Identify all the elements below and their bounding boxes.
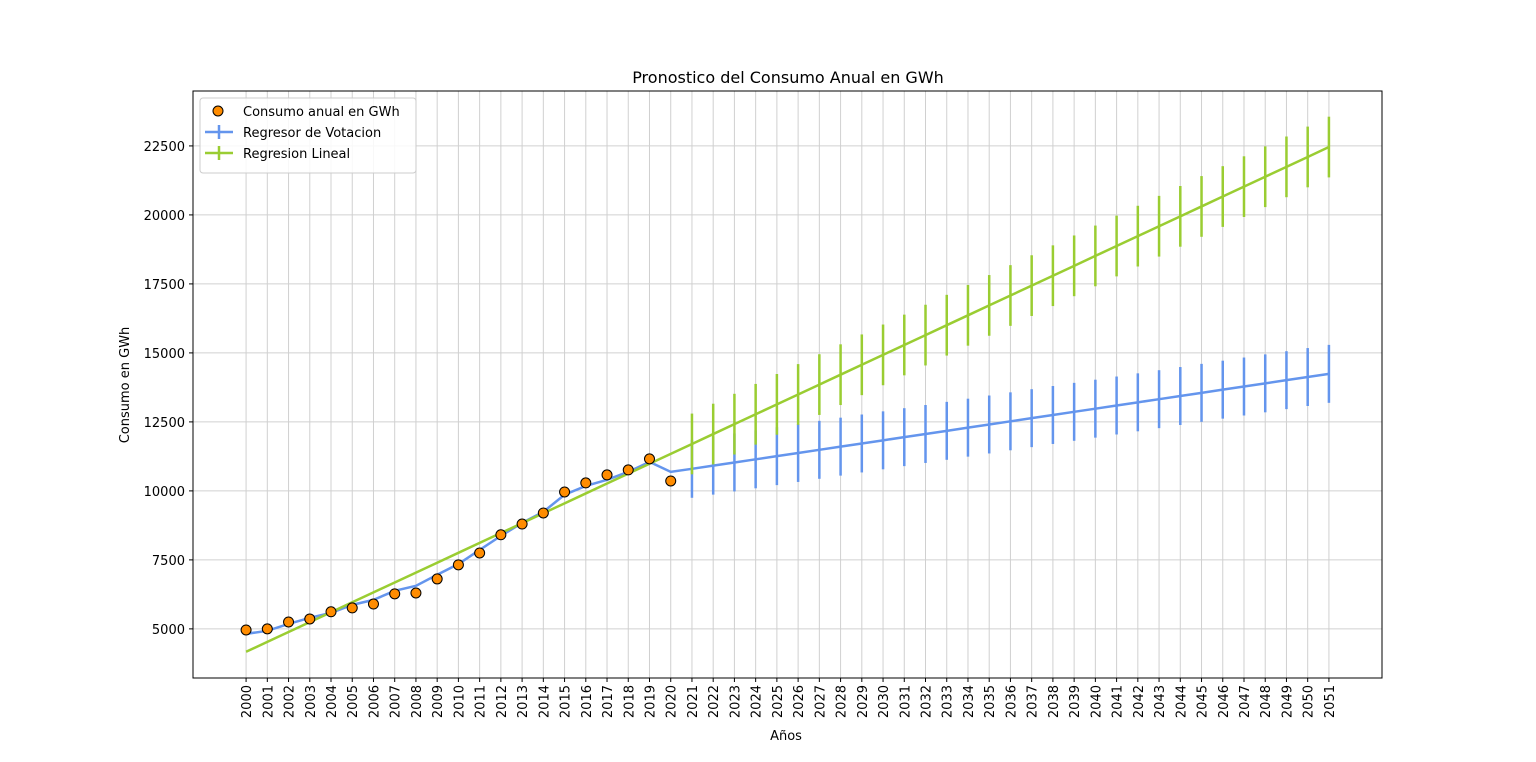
x-tick-label: 2044 (1174, 685, 1189, 718)
x-tick-label: 2030 (877, 685, 892, 718)
x-tick-label: 2049 (1280, 685, 1295, 718)
x-tick-label: 2031 (898, 685, 913, 718)
line-series (245, 145, 1330, 653)
scatter-point (665, 475, 677, 487)
x-tick-label: 2042 (1132, 685, 1147, 718)
x-tick-label: 2033 (941, 685, 956, 718)
scatter-point (452, 559, 464, 571)
legend-marker (212, 105, 224, 117)
x-axis-label: Años (770, 729, 802, 744)
scatter-point (643, 453, 655, 465)
x-tick-label: 2002 (283, 685, 298, 718)
x-tick-label: 2046 (1217, 685, 1232, 718)
x-tick-label: 2051 (1323, 685, 1338, 718)
scatter-point (410, 587, 422, 599)
y-tick-label: 12500 (144, 416, 185, 431)
x-tick-label: 2047 (1238, 685, 1253, 718)
scatter-point (283, 616, 295, 628)
scatter-point (346, 602, 358, 614)
x-tick-label: 2036 (1004, 685, 1019, 718)
legend-label: Regresion Lineal (243, 147, 350, 162)
x-tick-label: 2038 (1047, 685, 1062, 718)
x-tick-label: 2023 (728, 685, 743, 718)
scatter-point (495, 529, 507, 541)
scatter-point (622, 464, 634, 476)
x-tick-label: 2027 (813, 685, 828, 718)
y-tick-label: 7500 (152, 554, 185, 569)
x-tick-label: 2032 (920, 685, 935, 718)
scatter-point (601, 469, 613, 481)
legend-label: Regresor de Votacion (243, 126, 381, 141)
chart-title: Pronostico del Consumo Anual en GWh (632, 68, 944, 87)
x-tick-label: 2010 (452, 685, 467, 718)
y-tick-label: 17500 (144, 278, 185, 293)
x-tick-label: 2022 (707, 685, 722, 718)
x-tick-label: 2039 (1068, 685, 1083, 718)
x-tick-label: 2020 (665, 685, 680, 718)
x-tick-label: 2045 (1196, 685, 1211, 718)
y-tick-label: 10000 (144, 485, 185, 500)
y-tick-label: 5000 (152, 623, 185, 638)
x-tick-label: 2029 (856, 685, 871, 718)
scatter-point (261, 623, 273, 635)
x-tick-label: 2037 (1026, 685, 1041, 718)
x-tick-label: 2018 (622, 685, 637, 718)
legend-box (199, 97, 417, 174)
scatter-point (431, 573, 443, 585)
x-tick-label: 2050 (1302, 685, 1317, 718)
plot-frame (192, 90, 1383, 679)
x-tick-label: 2008 (410, 685, 425, 718)
scatter-point (516, 518, 528, 530)
legend: Consumo anual en GWh Regresor de Votacion… (199, 97, 417, 174)
x-tick-label: 2004 (325, 685, 340, 718)
x-tick-label: 2011 (474, 685, 489, 718)
x-tick-label: 2025 (771, 685, 786, 718)
scatter-point (389, 588, 401, 600)
x-tick-label: 2021 (686, 685, 701, 718)
x-tick-label: 2001 (261, 685, 276, 718)
x-tick-label: 2019 (643, 685, 658, 718)
x-tick-label: 2017 (601, 685, 616, 718)
x-tick-label: 2006 (367, 685, 382, 718)
axes: 5000 7500 10000 12500 15000 17500 20000 22500 20… (144, 140, 1338, 718)
x-tick-label: 2048 (1259, 685, 1274, 718)
x-tick-label: 2000 (240, 685, 255, 718)
x-tick-label: 2016 (580, 685, 595, 718)
scatter-point (325, 606, 337, 618)
x-tick-label: 2028 (835, 685, 850, 718)
x-tick-label: 2009 (431, 685, 446, 718)
x-tick-label: 2035 (983, 685, 998, 718)
legend-label: Consumo anual en GWh (243, 105, 400, 120)
x-tick-label: 2040 (1089, 685, 1104, 718)
y-tick-label: 15000 (144, 347, 185, 362)
y-axis-label: Consumo en GWh (118, 327, 133, 444)
scatter-point (580, 477, 592, 489)
scatter-point (537, 507, 549, 519)
y-tick-label: 22500 (144, 140, 185, 155)
x-tick-label: 2013 (516, 685, 531, 718)
x-tick-label: 2005 (346, 685, 361, 718)
scatter-point (367, 598, 379, 610)
x-tick-label: 2014 (537, 685, 552, 718)
x-tick-label: 2012 (495, 685, 510, 718)
x-tick-label: 2026 (792, 685, 807, 718)
x-tick-label: 2043 (1153, 685, 1168, 718)
line-series (245, 372, 1330, 636)
x-tick-label: 2015 (559, 685, 574, 718)
scatter-point (240, 624, 252, 636)
x-tick-label: 2041 (1111, 685, 1126, 718)
y-tick-label: 20000 (144, 209, 185, 224)
x-tick-label: 2003 (304, 685, 319, 718)
x-tick-label: 2024 (750, 685, 765, 718)
scatter-point (559, 486, 571, 498)
scatter-point (304, 613, 316, 625)
x-tick-label: 2007 (389, 685, 404, 718)
scatter-point (474, 547, 486, 559)
x-tick-label: 2034 (962, 685, 977, 718)
plot (240, 116, 1331, 653)
